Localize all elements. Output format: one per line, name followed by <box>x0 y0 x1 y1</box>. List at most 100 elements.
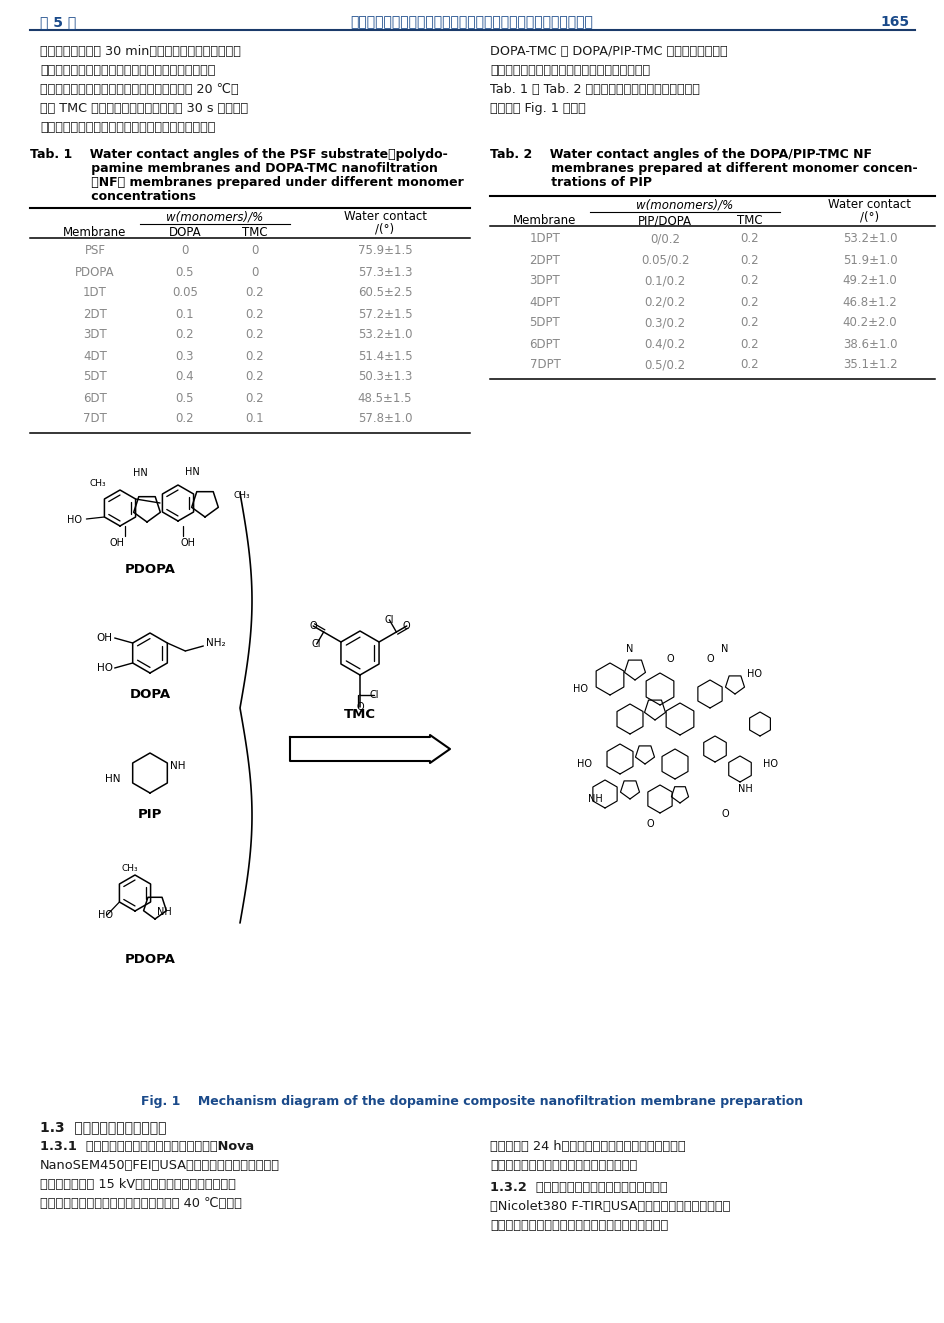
Text: trations of PIP: trations of PIP <box>490 176 651 189</box>
Text: Water contact: Water contact <box>828 198 911 210</box>
Text: 0.2: 0.2 <box>245 328 264 341</box>
Text: 46.8±1.2: 46.8±1.2 <box>842 295 897 308</box>
Text: TMC: TMC <box>344 708 376 721</box>
Text: HO: HO <box>747 669 762 679</box>
Text: 60.5±2.5: 60.5±2.5 <box>358 287 412 299</box>
Text: HN: HN <box>184 467 199 478</box>
Text: 0.1: 0.1 <box>245 413 264 426</box>
Text: 0/0.2: 0/0.2 <box>649 233 680 246</box>
Text: N: N <box>626 644 633 654</box>
Text: NH: NH <box>737 785 751 794</box>
Text: /(°): /(°) <box>375 224 395 235</box>
Text: 57.8±1.0: 57.8±1.0 <box>358 413 412 426</box>
Text: 0: 0 <box>251 266 259 279</box>
Text: 0.2: 0.2 <box>245 349 264 363</box>
Text: DOPA: DOPA <box>169 226 201 239</box>
Text: 50.3±1.3: 50.3±1.3 <box>358 370 412 384</box>
Text: PIP/DOPA: PIP/DOPA <box>637 214 691 228</box>
Text: Cl: Cl <box>369 691 379 700</box>
Text: 0.5: 0.5 <box>176 266 194 279</box>
Text: 57.3±1.3: 57.3±1.3 <box>358 266 412 279</box>
Text: /(°): /(°) <box>860 210 879 224</box>
Text: 0.5: 0.5 <box>176 392 194 405</box>
Text: 6DPT: 6DPT <box>529 337 560 351</box>
Text: HO: HO <box>762 759 777 769</box>
Text: 49.2±1.0: 49.2±1.0 <box>842 274 897 287</box>
Text: O: O <box>309 620 316 631</box>
Text: 水中备用。样品名称和反应物浓度等实验条件如: 水中备用。样品名称和反应物浓度等实验条件如 <box>490 64 649 77</box>
Text: HN: HN <box>132 468 147 478</box>
Text: Membrane: Membrane <box>513 214 576 228</box>
Text: TMC: TMC <box>242 226 267 239</box>
Text: OH: OH <box>96 632 112 643</box>
Text: 0.2: 0.2 <box>245 370 264 384</box>
Text: 7DPT: 7DPT <box>529 359 560 372</box>
Text: 0.2: 0.2 <box>740 316 759 329</box>
Text: 含有 TMC 的正已烷溶液中浸泡，经过 30 s 的界面聚: 含有 TMC 的正已烷溶液中浸泡，经过 30 s 的界面聚 <box>40 102 248 115</box>
Text: DOPA-TMC 和 DOPA/PIP-TMC 复合纳滤膜保存在: DOPA-TMC 和 DOPA/PIP-TMC 复合纳滤膜保存在 <box>490 45 727 58</box>
Text: 应机理如 Fig. 1 所示。: 应机理如 Fig. 1 所示。 <box>490 102 585 115</box>
Text: 0.3/0.2: 0.3/0.2 <box>644 316 684 329</box>
Text: 0: 0 <box>181 245 189 258</box>
Text: O: O <box>402 620 410 631</box>
Text: 刀裁取适量大小完全干燥的膜片用于测试。: 刀裁取适量大小完全干燥的膜片用于测试。 <box>490 1159 636 1172</box>
Text: 燥筱中干燥 24 h，膜材料中无水分残留。用于净的剪: 燥筱中干燥 24 h，膜材料中无水分残留。用于净的剪 <box>490 1140 685 1154</box>
Polygon shape <box>290 736 449 763</box>
Text: OH: OH <box>110 538 124 548</box>
Text: 1DT: 1DT <box>83 287 107 299</box>
Text: 0.2: 0.2 <box>176 328 194 341</box>
Text: 行表征，测试样品需完全干燥，待薄膜中无水分残留: 行表征，测试样品需完全干燥，待薄膜中无水分残留 <box>490 1218 667 1232</box>
Text: 0.2: 0.2 <box>245 307 264 320</box>
Text: O: O <box>705 654 713 664</box>
Text: Membrane: Membrane <box>63 226 126 239</box>
Text: 的多巴胺自聚合。然后将含多巴胺的基底从水溶液中: 的多巴胺自聚合。然后将含多巴胺的基底从水溶液中 <box>40 64 215 77</box>
Text: DOPA: DOPA <box>129 688 170 701</box>
Text: 35.1±1.2: 35.1±1.2 <box>842 359 897 372</box>
Text: 2DT: 2DT <box>83 307 107 320</box>
Text: CH₃: CH₃ <box>122 864 138 873</box>
Text: membranes prepared at different monomer concen-: membranes prepared at different monomer … <box>490 161 917 175</box>
Text: 氮中使结构稳定，几分钟之后取出，放入 40 ℃真空干: 氮中使结构稳定，几分钟之后取出，放入 40 ℃真空干 <box>40 1197 242 1211</box>
Text: 1.3.2  红外光谱表征：用傅里叶变换红外光谱: 1.3.2 红外光谱表征：用傅里叶变换红外光谱 <box>490 1181 666 1193</box>
Text: CH₃: CH₃ <box>90 479 106 488</box>
Text: Tab. 1 和 Tab. 2 所示。多巴胺复合纳滤膜制备的反: Tab. 1 和 Tab. 2 所示。多巴胺复合纳滤膜制备的反 <box>490 83 700 97</box>
Text: （Nicolet380 F-TIR，USA）对纳滤膜表面的官能团进: （Nicolet380 F-TIR，USA）对纳滤膜表面的官能团进 <box>490 1200 730 1213</box>
Text: 0.2: 0.2 <box>740 359 759 372</box>
Text: CH₃: CH₃ <box>233 491 249 500</box>
Text: PDOPA: PDOPA <box>125 564 176 576</box>
Text: PSF: PSF <box>84 245 106 258</box>
Text: 1.3.1  表面形貌观测：采用扬发射扫描电镜（Nova: 1.3.1 表面形貌观测：采用扬发射扫描电镜（Nova <box>40 1140 254 1154</box>
Text: OH: OH <box>180 538 195 548</box>
Text: 0.1/0.2: 0.1/0.2 <box>644 274 685 287</box>
Text: 2DPT: 2DPT <box>529 254 560 266</box>
Text: N: N <box>720 644 728 654</box>
Text: 0: 0 <box>251 245 259 258</box>
Text: 0.2: 0.2 <box>245 392 264 405</box>
Text: 6DT: 6DT <box>83 392 107 405</box>
Text: 合反应后，将基底从溶液中取出晴干。最后将制得的: 合反应后，将基底从溶液中取出晴干。最后将制得的 <box>40 120 215 134</box>
Text: concentrations: concentrations <box>30 191 195 202</box>
Text: 0.2: 0.2 <box>176 413 194 426</box>
Text: 0.4: 0.4 <box>176 370 194 384</box>
Text: HO: HO <box>577 759 592 769</box>
Text: 0.2: 0.2 <box>740 254 759 266</box>
Text: 57.2±1.5: 57.2±1.5 <box>358 307 412 320</box>
Text: 5DPT: 5DPT <box>529 316 560 329</box>
Text: NH: NH <box>170 761 186 771</box>
Text: HN: HN <box>105 774 121 785</box>
Text: 3DT: 3DT <box>83 328 107 341</box>
Text: 0.05: 0.05 <box>172 287 197 299</box>
Text: Cl: Cl <box>384 615 394 624</box>
Text: 0.1: 0.1 <box>176 307 194 320</box>
Text: 貌，测试电压为 15 kV。将清洗干净的待测膜放入液: 貌，测试电压为 15 kV。将清洗干净的待测膜放入液 <box>40 1177 236 1191</box>
Text: 0.05/0.2: 0.05/0.2 <box>640 254 688 266</box>
Text: 5DT: 5DT <box>83 370 107 384</box>
Text: Cl: Cl <box>312 639 321 650</box>
Text: 1.3  多巴胺复合纳滤膜的表征: 1.3 多巴胺复合纳滤膜的表征 <box>40 1121 166 1134</box>
Text: 0.2/0.2: 0.2/0.2 <box>644 295 685 308</box>
Text: 第 5 期: 第 5 期 <box>40 15 76 29</box>
Text: 40.2±2.0: 40.2±2.0 <box>842 316 897 329</box>
Text: HO: HO <box>96 663 112 673</box>
Text: O: O <box>356 703 363 712</box>
Text: （NF） membranes prepared under different monomer: （NF） membranes prepared under different … <box>30 176 464 189</box>
